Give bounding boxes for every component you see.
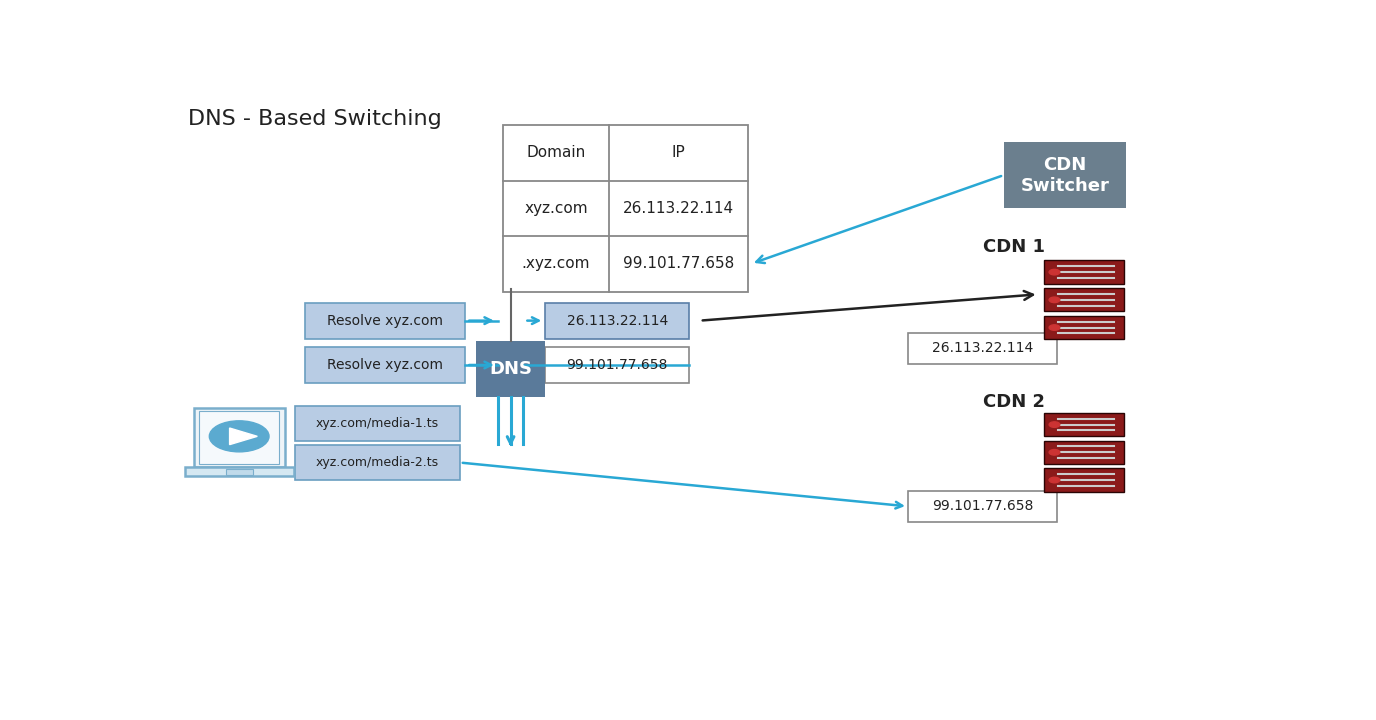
FancyBboxPatch shape <box>200 411 279 464</box>
Text: CDN
Switcher: CDN Switcher <box>1021 156 1109 194</box>
FancyBboxPatch shape <box>226 469 253 474</box>
Text: Domain: Domain <box>526 145 586 161</box>
FancyBboxPatch shape <box>194 408 285 467</box>
FancyBboxPatch shape <box>294 406 460 441</box>
FancyBboxPatch shape <box>294 445 460 480</box>
Text: xyz.com/media-2.ts: xyz.com/media-2.ts <box>315 456 439 469</box>
Text: 99.101.77.658: 99.101.77.658 <box>623 256 735 271</box>
Text: xyz.com/media-1.ts: xyz.com/media-1.ts <box>315 418 439 431</box>
FancyBboxPatch shape <box>1044 469 1124 492</box>
Text: Resolve xyz.com: Resolve xyz.com <box>327 314 443 328</box>
FancyBboxPatch shape <box>1044 288 1124 312</box>
FancyBboxPatch shape <box>305 302 465 338</box>
Circle shape <box>1049 297 1060 302</box>
Text: CDN 1: CDN 1 <box>984 238 1046 256</box>
Text: Resolve xyz.com: Resolve xyz.com <box>327 358 443 372</box>
Text: 99.101.77.658: 99.101.77.658 <box>567 358 667 372</box>
Text: 26.113.22.114: 26.113.22.114 <box>932 341 1033 356</box>
Text: DNS: DNS <box>488 360 533 378</box>
Text: CDN 2: CDN 2 <box>984 393 1046 411</box>
FancyBboxPatch shape <box>545 302 689 338</box>
Text: .xyz.com: .xyz.com <box>522 256 590 271</box>
Text: 99.101.77.658: 99.101.77.658 <box>932 500 1033 513</box>
FancyBboxPatch shape <box>1044 261 1124 284</box>
Circle shape <box>1049 477 1060 483</box>
Text: 26.113.22.114: 26.113.22.114 <box>567 314 667 328</box>
Text: 26.113.22.114: 26.113.22.114 <box>623 201 735 216</box>
FancyBboxPatch shape <box>1004 142 1127 208</box>
Polygon shape <box>230 428 257 445</box>
Text: xyz.com: xyz.com <box>524 201 588 216</box>
FancyBboxPatch shape <box>908 333 1057 364</box>
Circle shape <box>1049 269 1060 275</box>
FancyBboxPatch shape <box>1044 441 1124 464</box>
FancyBboxPatch shape <box>545 347 689 383</box>
FancyBboxPatch shape <box>1044 413 1124 436</box>
Text: DNS - Based Switching: DNS - Based Switching <box>189 109 442 129</box>
Circle shape <box>1049 422 1060 428</box>
FancyBboxPatch shape <box>1044 316 1124 339</box>
FancyBboxPatch shape <box>502 125 749 292</box>
Circle shape <box>209 420 270 452</box>
FancyBboxPatch shape <box>476 341 545 397</box>
FancyBboxPatch shape <box>305 347 465 383</box>
Circle shape <box>1049 449 1060 455</box>
Circle shape <box>1049 325 1060 330</box>
Text: IP: IP <box>671 145 685 161</box>
FancyBboxPatch shape <box>908 491 1057 521</box>
FancyBboxPatch shape <box>184 467 293 476</box>
